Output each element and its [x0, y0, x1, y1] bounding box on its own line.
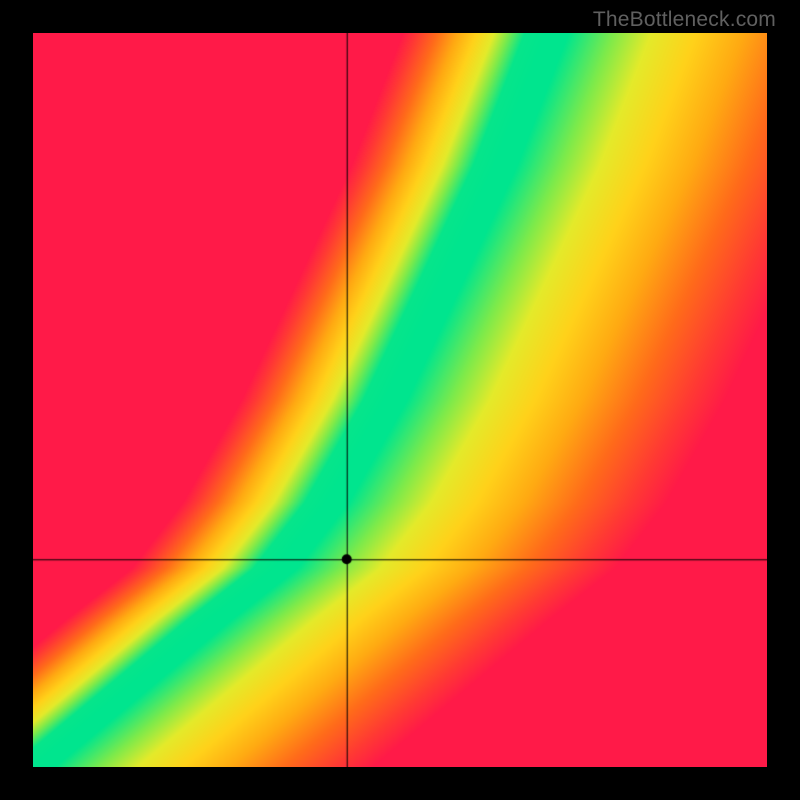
bottleneck-heatmap-canvas	[33, 33, 767, 767]
plot-area	[33, 33, 767, 767]
chart-container: TheBottleneck.com	[0, 0, 800, 800]
watermark-text: TheBottleneck.com	[593, 8, 776, 32]
